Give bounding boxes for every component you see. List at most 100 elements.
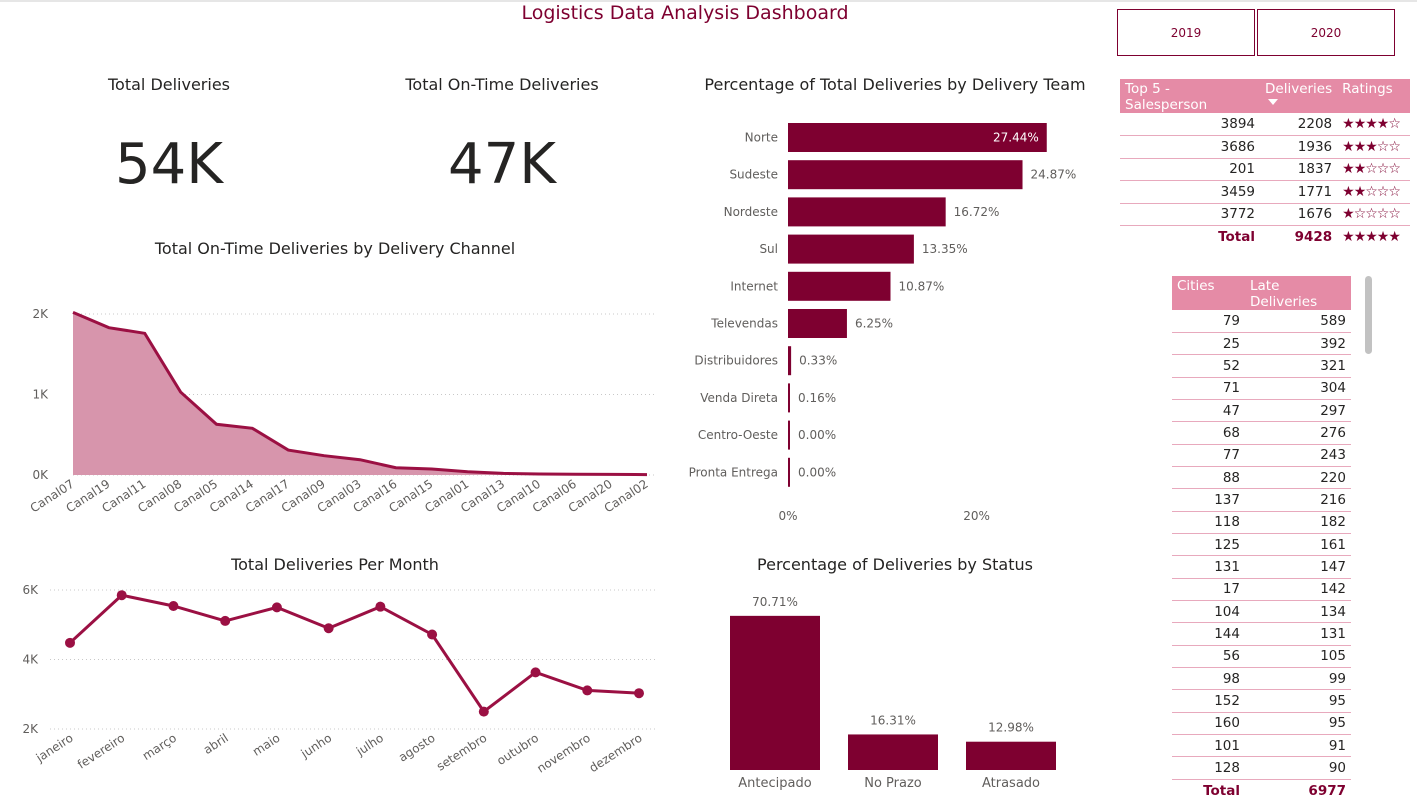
month-chart-title: Total Deliveries Per Month xyxy=(231,555,439,574)
table-row[interactable]: 3894 2208 ★★★★☆ xyxy=(1120,113,1410,136)
city-cell: 101 xyxy=(1172,734,1245,758)
ratings-header[interactable]: Ratings xyxy=(1342,81,1393,97)
data-label: 16.31% xyxy=(870,713,916,727)
year-2019-button[interactable]: 2019 xyxy=(1117,9,1255,56)
table-row[interactable]: 131 147 xyxy=(1172,555,1351,579)
table-row[interactable]: 104 134 xyxy=(1172,600,1351,624)
x-tick-label: novembro xyxy=(534,731,593,776)
year-2020-button[interactable]: 2020 xyxy=(1257,9,1395,56)
x-tick-label: 20% xyxy=(963,509,990,523)
table-row[interactable]: 3686 1936 ★★★☆☆ xyxy=(1120,135,1410,159)
category-label: Antecipado xyxy=(738,776,811,791)
team-bar-chart: Norte 27.44% Sudeste 24.87% Nordeste 16.72% Su… xyxy=(689,123,1077,523)
data-point xyxy=(271,602,282,613)
table-row[interactable]: 17 142 xyxy=(1172,578,1351,601)
late-deliveries-cell: 131 xyxy=(1245,622,1351,646)
late-deliveries-cell: 90 xyxy=(1245,756,1351,780)
deliveries-cell: 1676 xyxy=(1260,203,1338,226)
city-cell: 25 xyxy=(1172,332,1245,356)
table-row[interactable]: 152 95 xyxy=(1172,689,1351,713)
table-row[interactable]: 79 589 xyxy=(1172,310,1351,333)
data-point xyxy=(634,688,644,699)
table-row[interactable]: 128 90 xyxy=(1172,756,1351,780)
table-row[interactable]: 98 99 xyxy=(1172,667,1351,691)
late-deliveries-cell: 91 xyxy=(1245,734,1351,758)
table-row[interactable]: 118 182 xyxy=(1172,511,1351,534)
table-row[interactable]: 52 321 xyxy=(1172,354,1351,378)
data-point xyxy=(65,637,75,648)
bar xyxy=(788,234,914,264)
salesperson-id-cell: 3686 xyxy=(1120,135,1260,159)
data-label: 0.33% xyxy=(799,354,837,368)
table-row[interactable]: 77 243 xyxy=(1172,444,1351,467)
data-label: 0.00% xyxy=(798,428,836,442)
data-point xyxy=(478,706,489,717)
dashboard-title: Logistics Data Analysis Dashboard xyxy=(521,2,849,24)
city-cell: 79 xyxy=(1172,310,1245,333)
late-deliveries-cell: 161 xyxy=(1245,533,1351,557)
category-label: Centro-Oeste xyxy=(698,428,778,442)
data-point xyxy=(220,615,231,626)
deliveries-header[interactable]: Deliveries xyxy=(1260,79,1337,113)
late-deliveries-cell: 142 xyxy=(1245,578,1351,601)
late-deliveries-cell: 321 xyxy=(1245,354,1351,378)
city-cell: 88 xyxy=(1172,466,1245,490)
city-cell: 160 xyxy=(1172,712,1245,736)
cities-header[interactable]: Cities xyxy=(1177,278,1215,294)
category-label: No Prazo xyxy=(864,776,922,791)
team-chart-title: Percentage of Total Deliveries by Delive… xyxy=(704,75,1086,94)
city-cell: 98 xyxy=(1172,667,1245,691)
table-row[interactable]: 3772 1676 ★☆☆☆☆ xyxy=(1120,203,1410,226)
salesperson-header[interactable]: Top 5 - Salesperson xyxy=(1125,81,1208,113)
bar xyxy=(730,615,820,770)
bar xyxy=(966,741,1056,770)
table-row[interactable]: 3459 1771 ★★☆☆☆ xyxy=(1120,180,1410,204)
table-row[interactable]: 160 95 xyxy=(1172,712,1351,736)
bar xyxy=(788,346,792,376)
data-point xyxy=(116,590,127,601)
rating-stars: ★★★★☆ xyxy=(1337,113,1410,136)
cities-table-scrollbar[interactable] xyxy=(1365,276,1372,354)
data-label: 10.87% xyxy=(899,279,945,293)
data-point xyxy=(375,601,386,612)
table-row[interactable]: 56 105 xyxy=(1172,645,1351,669)
city-cell: 125 xyxy=(1172,533,1245,557)
table-row[interactable]: 25 392 xyxy=(1172,332,1351,356)
late-deliveries-cell: 243 xyxy=(1245,444,1351,467)
table-row[interactable]: 137 216 xyxy=(1172,488,1351,512)
data-label: 24.87% xyxy=(1031,168,1077,182)
series-line xyxy=(72,311,648,477)
late-deliveries-cell: 392 xyxy=(1245,332,1351,356)
data-label: 0.00% xyxy=(798,465,836,479)
table-row[interactable]: 71 304 xyxy=(1172,377,1351,400)
x-tick-label: outubro xyxy=(494,731,541,768)
table-row[interactable]: 68 276 xyxy=(1172,421,1351,445)
data-point xyxy=(582,685,593,696)
table-row[interactable]: 201 1837 ★★☆☆☆ xyxy=(1120,158,1410,181)
table-row[interactable]: 125 161 xyxy=(1172,533,1351,557)
late-deliveries-cell: 304 xyxy=(1245,377,1351,400)
data-label: 70.71% xyxy=(752,595,798,609)
top-divider xyxy=(0,0,1417,2)
deliveries-header-label: Deliveries xyxy=(1265,81,1333,97)
table-row[interactable]: 88 220 xyxy=(1172,466,1351,490)
city-cell: 118 xyxy=(1172,511,1245,534)
salesperson-id-cell: 201 xyxy=(1120,158,1260,181)
x-tick-label: março xyxy=(140,731,179,763)
city-cell: 17 xyxy=(1172,578,1245,601)
y-tick-label: 0K xyxy=(32,468,49,482)
x-tick-label: fevereiro xyxy=(75,731,127,772)
data-point xyxy=(530,667,541,678)
table-row[interactable]: 101 91 xyxy=(1172,734,1351,758)
salesperson-id-cell: 3459 xyxy=(1120,180,1260,204)
rating-stars: ★★☆☆☆ xyxy=(1337,158,1410,181)
bar xyxy=(848,734,938,770)
late-deliveries-header[interactable]: Late Deliveries xyxy=(1250,278,1318,310)
table-row[interactable]: 144 131 xyxy=(1172,622,1351,646)
city-cell: 56 xyxy=(1172,645,1245,669)
table-row[interactable]: 47 297 xyxy=(1172,399,1351,423)
kpi-total-deliveries-value: 54K xyxy=(115,132,223,197)
status-column-chart: 70.71% Antecipado 16.31% No Prazo 12.98% Atra… xyxy=(730,595,1056,791)
area-fill xyxy=(73,312,647,475)
category-label: Norte xyxy=(745,131,778,145)
